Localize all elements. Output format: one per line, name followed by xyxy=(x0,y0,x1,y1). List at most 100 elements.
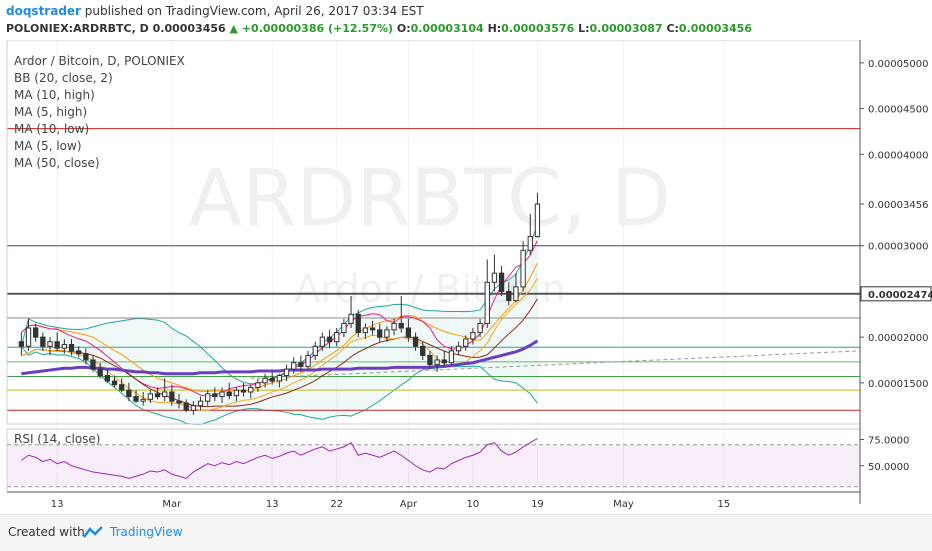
watermark-name: Ardor / Bitcoin xyxy=(294,267,565,311)
y-tick-label: 0.00005000 xyxy=(868,59,928,70)
rsi-pane: RSI (14, close) xyxy=(7,432,860,488)
candle-body xyxy=(513,286,519,302)
legend-ma5-low: MA (5, low) xyxy=(14,139,82,153)
candle-body xyxy=(126,389,132,398)
x-tick-label: 10 xyxy=(467,499,480,510)
candle-body xyxy=(18,341,24,347)
candle-body xyxy=(441,359,447,364)
price-chart[interactable]: ARDRBTC, D Ardor / Bitcoin RSI (14, clos… xyxy=(0,40,932,514)
candle xyxy=(162,378,168,402)
candle-body xyxy=(255,382,261,388)
candle-body xyxy=(377,329,383,338)
candle-body xyxy=(534,203,541,238)
candle xyxy=(83,348,89,365)
x-tick-label: 19 xyxy=(531,499,544,510)
x-tick-label: May xyxy=(613,499,634,510)
candle xyxy=(61,338,67,354)
rsi-band xyxy=(7,444,860,487)
candle-body xyxy=(40,336,46,347)
candle-body xyxy=(319,336,326,347)
candle xyxy=(18,332,24,356)
candle xyxy=(68,338,75,356)
candle xyxy=(398,296,404,333)
candle xyxy=(262,373,268,388)
candle-body xyxy=(205,393,211,402)
candle xyxy=(341,318,347,338)
candle-body xyxy=(25,327,32,347)
y-tick-label: 0.00003000 xyxy=(868,242,928,253)
candle xyxy=(412,332,419,351)
candle-body xyxy=(498,272,505,292)
candle xyxy=(190,401,197,415)
candle-body xyxy=(226,391,232,397)
quote-line: POLONIEX:ARDRBTC, D 0.00003456 ▲ +0.0000… xyxy=(6,22,752,35)
candle xyxy=(491,254,498,292)
candle xyxy=(212,387,218,402)
candle xyxy=(434,355,440,372)
candle-body xyxy=(520,249,526,288)
candle xyxy=(427,350,433,370)
candle-body xyxy=(176,400,182,404)
candle xyxy=(269,371,275,385)
legend-ma10-high: MA (10, high) xyxy=(14,88,95,102)
candle xyxy=(334,328,340,347)
up-arrow-icon: ▲ xyxy=(229,22,238,35)
candle-body xyxy=(477,322,483,334)
candle-body xyxy=(341,322,347,334)
legend-bb: BB (20, close, 2) xyxy=(14,71,113,85)
candle-body xyxy=(405,327,412,338)
candle-body xyxy=(298,362,304,367)
candle xyxy=(305,350,311,370)
candle-body xyxy=(484,281,490,324)
close-label: C: xyxy=(666,22,679,35)
y-tick-label: 0.00002000 xyxy=(868,333,928,344)
candle xyxy=(484,259,490,328)
legend-ma10-low: MA (10, low) xyxy=(14,122,89,136)
candle-body xyxy=(133,396,139,402)
bb-fill xyxy=(21,223,538,425)
close-value: 0.00003456 xyxy=(678,22,752,35)
footer: Created with TradingView xyxy=(0,514,932,551)
candle xyxy=(348,296,354,328)
candle-body xyxy=(434,359,440,366)
legend-symbol: Ardor / Bitcoin, D, POLONIEX xyxy=(14,54,185,68)
candle xyxy=(76,346,82,358)
candle xyxy=(133,390,139,403)
candle-body xyxy=(83,353,89,361)
candle xyxy=(248,384,254,399)
candle xyxy=(97,362,103,379)
candle xyxy=(226,382,232,400)
rsi-tick-label: 50.0000 xyxy=(868,462,909,473)
tradingview-brand-link[interactable]: TradingView xyxy=(110,525,183,539)
candle-body xyxy=(470,332,476,340)
y-tick-label: 0.00003456 xyxy=(868,200,928,211)
legend: Ardor / Bitcoin, D, POLONIEX BB (20, clo… xyxy=(14,54,185,170)
x-tick-label: 15 xyxy=(717,499,730,510)
candle-body xyxy=(398,322,404,329)
candle xyxy=(362,323,369,339)
candle xyxy=(448,346,455,365)
author-name[interactable]: doqstrader xyxy=(6,4,81,18)
candle xyxy=(377,323,383,342)
candle xyxy=(47,337,53,356)
candle xyxy=(147,390,154,403)
high-value: 0.00003576 xyxy=(501,22,575,35)
candle-body xyxy=(68,343,75,352)
x-tick-label: Mar xyxy=(162,499,182,510)
candle xyxy=(119,378,125,392)
candle-body xyxy=(291,362,297,370)
candle xyxy=(276,373,283,388)
candle xyxy=(126,382,132,402)
candle-body xyxy=(154,393,161,398)
y-tick-label: 0.00004500 xyxy=(868,105,928,116)
candle xyxy=(391,318,397,336)
x-tick-label: Apr xyxy=(400,499,418,510)
candle xyxy=(183,399,189,413)
candle xyxy=(477,318,483,338)
candle xyxy=(233,387,240,402)
candle xyxy=(40,332,46,351)
candle-body xyxy=(248,386,254,393)
candle xyxy=(298,355,304,372)
candle xyxy=(197,396,204,411)
candle-body xyxy=(54,341,60,349)
